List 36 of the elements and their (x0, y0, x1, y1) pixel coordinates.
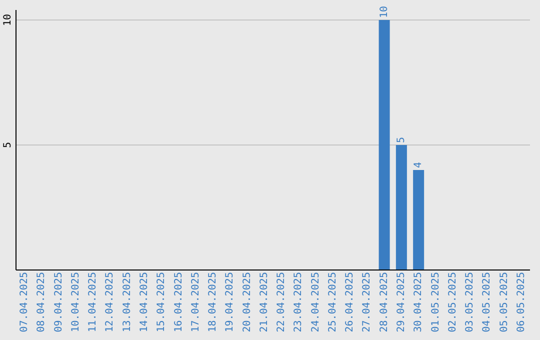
x-tick-label: 29.04.2025 (396, 272, 407, 332)
x-tick-label: 27.04.2025 (362, 272, 373, 332)
x-tick-label: 22.04.2025 (276, 272, 288, 332)
x-tick-label: 28.04.2025 (378, 272, 390, 332)
x-tick-label: 25.04.2025 (327, 272, 338, 332)
x-tick-label: 15.04.2025 (156, 272, 168, 332)
data-label: 4 (413, 162, 424, 168)
bar (396, 145, 407, 270)
x-tick-label: 17.04.2025 (190, 272, 202, 332)
x-tick-label: 11.04.2025 (88, 272, 99, 332)
x-tick-label: 06.05.2025 (516, 272, 527, 332)
x-tick-label: 21.04.2025 (258, 272, 270, 332)
x-tick-label: 04.05.2025 (482, 272, 493, 332)
x-tick-label: 08.04.2025 (36, 272, 48, 332)
x-tick-label: 24.04.2025 (310, 272, 322, 332)
x-tick-label: 26.04.2025 (344, 272, 356, 332)
bar (413, 170, 424, 270)
x-tick-label: 02.05.2025 (447, 272, 458, 332)
x-tick-label: 12.04.2025 (104, 272, 116, 332)
data-label: 5 (396, 136, 407, 143)
x-tick-label: 23.04.2025 (293, 272, 304, 332)
x-tick-label: 09.04.2025 (53, 272, 64, 332)
x-tick-label: 19.04.2025 (224, 272, 236, 332)
x-tick-label: 14.04.2025 (139, 272, 150, 332)
x-tick-label: 03.05.2025 (464, 272, 476, 332)
x-tick-label: 20.04.2025 (242, 272, 253, 332)
x-tick-label: 01.05.2025 (430, 272, 442, 332)
x-tick-label: 07.04.2025 (19, 272, 30, 332)
x-tick-label: 05.05.2025 (498, 272, 510, 332)
x-tick-label: 30.04.2025 (413, 272, 424, 332)
bar (378, 20, 390, 270)
x-tick-label: 18.04.2025 (208, 272, 219, 332)
x-tick-label: 13.04.2025 (122, 272, 133, 332)
data-label: 10 (378, 6, 390, 18)
x-tick-label: 16.04.2025 (173, 272, 184, 332)
x-tick-label: 10.04.2025 (70, 272, 82, 332)
